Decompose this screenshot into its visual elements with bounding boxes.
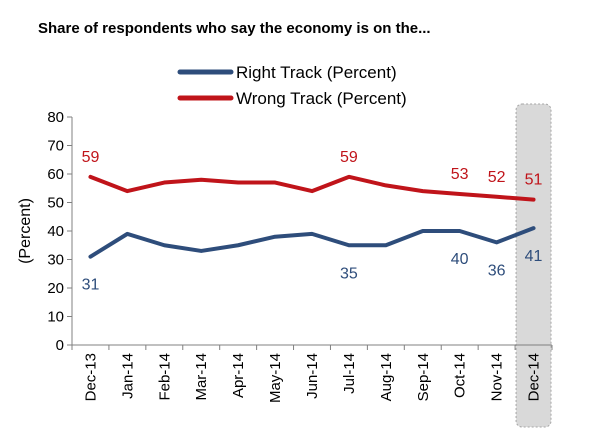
y-tick-label: 10	[47, 309, 64, 326]
x-tick-label: Feb-14	[156, 353, 173, 401]
y-tick-label: 40	[47, 223, 64, 240]
x-tick-label: Mar-14	[193, 353, 210, 401]
data-label: 40	[451, 251, 469, 268]
axes: 0 10 20 30 40 50 60 70 80 Dec-13 Jan-14 Feb-14 Mar-1…	[47, 109, 552, 403]
chart-title: Share of respondents who say the economy…	[38, 20, 431, 37]
legend-label: Wrong Track (Percent)	[236, 89, 407, 108]
x-tick-label: Jun-14	[304, 353, 321, 399]
y-axis-label: (Percent)	[17, 198, 34, 264]
legend-label: Right Track (Percent)	[236, 63, 397, 82]
y-tick-label: 20	[47, 280, 64, 297]
x-tick-label: May-14	[267, 353, 284, 403]
data-label: 59	[82, 149, 100, 166]
y-tick-label: 30	[47, 252, 64, 269]
data-label: 51	[525, 172, 543, 189]
y-tick-label: 70	[47, 138, 64, 155]
x-tick-label: Jul-14	[341, 353, 358, 394]
data-label: 59	[340, 149, 358, 166]
legend: Right Track (Percent) Wrong Track (Percen…	[180, 63, 407, 108]
series-layer	[90, 177, 533, 257]
y-tick-label: 80	[47, 109, 64, 126]
x-tick-label: Nov-14	[489, 353, 506, 401]
y-tick-label: 0	[56, 337, 64, 354]
y-tick-label: 50	[47, 195, 64, 212]
x-tick-label: Oct-14	[452, 353, 469, 398]
data-label: 41	[525, 248, 543, 265]
x-tick-label: Dec-14	[526, 353, 543, 401]
x-tick-label: Apr-14	[230, 353, 247, 398]
x-tick-label: Sep-14	[415, 353, 432, 401]
x-tick-label: Jan-14	[119, 353, 136, 399]
data-label: 52	[488, 169, 506, 186]
x-tick-label: Dec-13	[82, 353, 99, 401]
data-label: 36	[488, 262, 506, 279]
data-labels-layer: 31 35 40 36 41 59 59 53 52 51	[82, 149, 543, 294]
data-label: 53	[451, 166, 469, 183]
y-tick-label: 60	[47, 166, 64, 183]
data-label: 35	[340, 265, 358, 282]
x-tick-label: Aug-14	[378, 353, 395, 401]
data-label: 31	[82, 277, 100, 294]
